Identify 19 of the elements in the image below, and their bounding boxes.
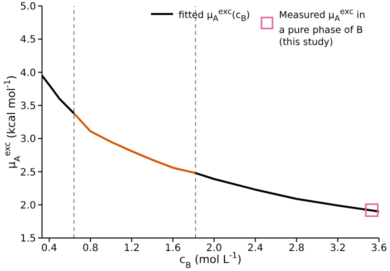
- x-tick-label: 3.6: [371, 243, 387, 254]
- x-tick-label: 0.4: [41, 243, 58, 254]
- y-tick-label: 2.0: [20, 200, 36, 212]
- y-tick-label: 4.5: [20, 34, 36, 46]
- y-tick-label: 5.0: [20, 2, 36, 13]
- x-tick-label: 3.2: [330, 243, 346, 254]
- x-tick-label: 2.4: [247, 243, 264, 254]
- y-tick-label: 1.5: [20, 234, 36, 245]
- legend-label: fitted μ$_{A}$$^{exc}$(c$_{B}$): [178, 6, 250, 26]
- legend-label: Measured μ$_{A}$$^{exc}$ in a pure phase of B (this study): [279, 6, 366, 50]
- x-tick-label: 1.2: [124, 243, 140, 254]
- x-tick-label: 2.8: [288, 243, 305, 254]
- y-tick-label: 2.5: [20, 167, 36, 178]
- y-tick-label: 3.0: [20, 134, 36, 146]
- x-tick-label: 1.6: [164, 243, 181, 254]
- y-tick-label: 3.5: [20, 100, 36, 112]
- y-tick-label: 4.0: [20, 68, 36, 79]
- x-tick-label: 0.8: [82, 243, 98, 254]
- line-series: [72, 112, 197, 174]
